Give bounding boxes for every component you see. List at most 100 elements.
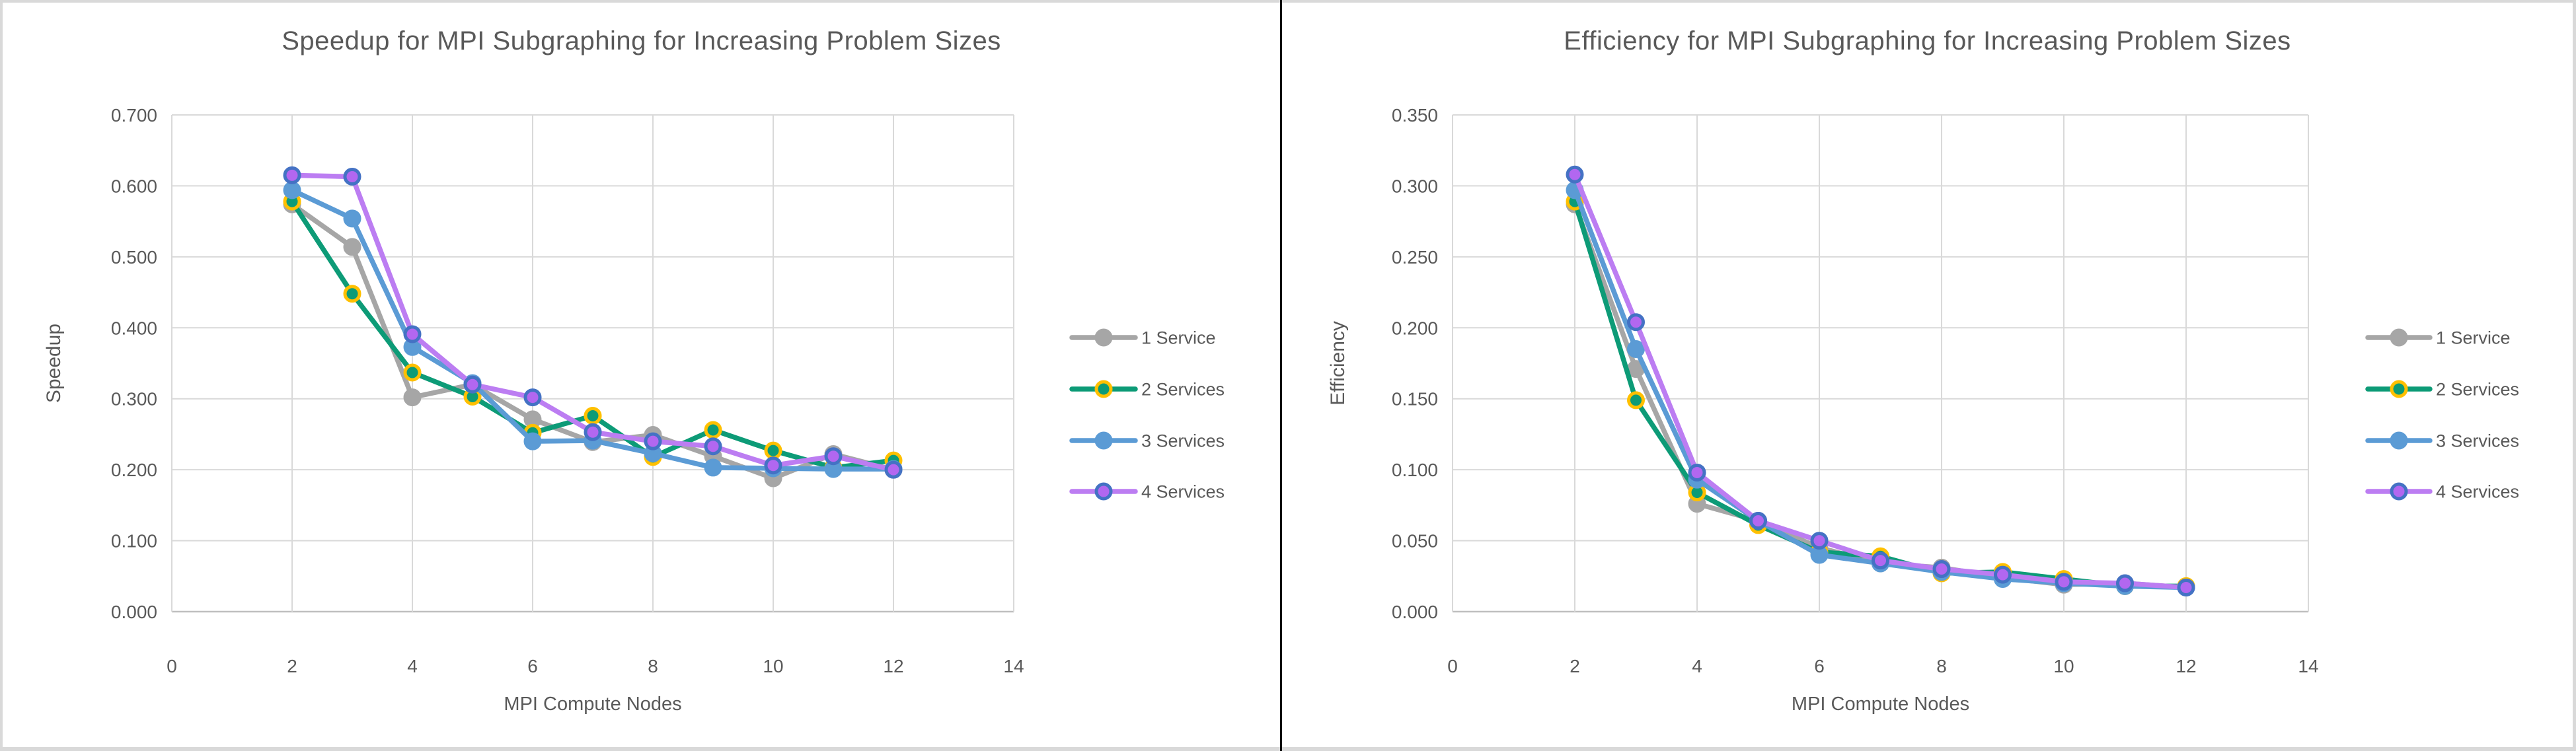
data-point-4-services [1566, 165, 1584, 184]
x-tick-label: 14 [1003, 656, 1024, 676]
data-point-3-services [523, 432, 542, 450]
data-point-3-services [343, 209, 361, 228]
data-point-4-services [704, 437, 722, 456]
data-point-4-services [1994, 565, 2012, 584]
y-tick-label: 0.700 [111, 105, 157, 125]
x-tick-label: 6 [527, 656, 538, 676]
x-tick-label: 2 [1570, 656, 1580, 676]
legend-label: 4 Services [2436, 482, 2519, 502]
legend-item-2-services: 2 Services [1069, 380, 1225, 400]
x-tick-label: 14 [2298, 656, 2318, 676]
legend-marker [2390, 431, 2408, 450]
legend-label: 3 Services [1141, 431, 1225, 451]
frame-strip-right [2573, 0, 2576, 751]
data-point-2-services [704, 421, 722, 439]
efficiency-plot-area: 0.000 0.050 0.100 0.150 0.200 0.250 0.300 0.350… [1392, 105, 2519, 676]
series-line-4-services [1572, 172, 2189, 590]
legend-item-4-services: 4 Services [1069, 482, 1225, 502]
data-point-2-services [764, 441, 782, 460]
y-tick-label: 0.050 [1392, 531, 1438, 552]
x-tick-label: 10 [2053, 656, 2074, 676]
data-point-4-services [283, 166, 301, 184]
x-tick-label: 0 [1447, 656, 1458, 676]
data-point-3-services [704, 458, 722, 477]
frame-strip-left [0, 0, 3, 751]
frame-strip-top [0, 0, 2576, 3]
data-point-4-services [644, 432, 662, 450]
data-point-4-services [764, 456, 782, 475]
x-tick-label: 0 [167, 656, 177, 676]
legend-label: 3 Services [2436, 431, 2519, 451]
y-tick-label: 0.150 [1392, 389, 1438, 410]
data-point-4-services [403, 325, 422, 343]
x-tick-label: 6 [1814, 656, 1825, 676]
legend-marker [2390, 482, 2408, 501]
legend-item-2-services: 2 Services [2365, 380, 2519, 400]
y-tick-label: 0.100 [111, 531, 157, 552]
y-tick-label: 0.300 [111, 389, 157, 410]
data-point-4-services [1810, 532, 1829, 550]
data-point-4-services [2116, 574, 2134, 592]
panel-divider [1280, 0, 1282, 751]
x-tick-label: 2 [287, 656, 297, 676]
data-point-1-service [403, 388, 422, 407]
data-point-4-services [1749, 511, 1767, 530]
data-point-4-services [463, 375, 482, 394]
y-tick-label: 0.300 [1392, 176, 1438, 196]
data-point-4-services [2055, 573, 2073, 591]
x-tick-label: 8 [1936, 656, 1947, 676]
data-point-4-services [584, 423, 602, 441]
legend-label: 2 Services [1141, 380, 1225, 400]
y-tick-label: 0.600 [111, 176, 157, 196]
legend-label: 1 Service [1141, 328, 1216, 348]
data-point-4-services [343, 167, 361, 186]
data-point-1-service [343, 238, 361, 256]
legend-item-4-services: 4 Services [2365, 482, 2519, 502]
y-tick-label: 0.200 [1392, 318, 1438, 338]
data-point-4-services [1872, 552, 1889, 570]
legend-label: 2 Services [2436, 380, 2519, 400]
y-tick-label: 0.000 [111, 602, 157, 622]
frame-strip-bottom [0, 747, 2576, 751]
data-point-3-services [283, 181, 301, 199]
legend-marker [1094, 380, 1113, 398]
speedup-chart-panel: Speedup for MPI Subgraphing for Increasi… [3, 0, 1280, 751]
data-point-2-services [1627, 391, 1645, 410]
x-tick-label: 10 [763, 656, 783, 676]
y-tick-label: 0.250 [1392, 247, 1438, 268]
legend-marker [1094, 482, 1113, 501]
y-tick-label: 0.500 [111, 247, 157, 268]
legend-marker [1094, 431, 1113, 450]
efficiency-chart-panel: Efficiency for MPI Subgraphing for Incre… [1282, 0, 2573, 751]
data-point-2-services [343, 285, 361, 303]
x-tick-label: 12 [883, 656, 903, 676]
data-point-4-services [1688, 463, 1706, 482]
data-point-4-services [824, 447, 843, 466]
data-point-2-services [584, 406, 602, 425]
speedup-chart-title: Speedup for MPI Subgraphing for Increasi… [282, 26, 1001, 55]
data-point-4-services [1627, 313, 1645, 332]
y-tick-label: 0.350 [1392, 105, 1438, 125]
series-line-3-services [1572, 188, 2189, 590]
legend-item-3-services: 3 Services [2365, 431, 2519, 451]
legend-label: 1 Service [2436, 328, 2511, 348]
y-tick-label: 0.100 [1392, 460, 1438, 480]
y-tick-label: 0.200 [111, 460, 157, 480]
legend-item-1-service: 1 Service [2365, 328, 2511, 348]
data-point-4-services [2177, 578, 2195, 596]
x-tick-label: 8 [648, 656, 658, 676]
x-tick-label: 12 [2176, 656, 2196, 676]
x-tick-label: 4 [407, 656, 418, 676]
legend-marker [2390, 328, 2408, 347]
speedup-plot-area: 0.000 0.100 0.200 0.300 0.400 0.500 0.600 0.700… [111, 105, 1225, 676]
data-point-2-services [403, 363, 422, 382]
y-tick-label: 0.000 [1392, 602, 1438, 622]
data-point-3-services [1627, 340, 1645, 359]
data-point-4-services [884, 460, 903, 479]
speedup-x-axis-title: MPI Compute Nodes [504, 694, 682, 715]
legend-label: 4 Services [1141, 482, 1225, 502]
legend-item-1-service: 1 Service [1069, 328, 1216, 348]
legend-marker [2390, 380, 2408, 398]
efficiency-chart-title: Efficiency for MPI Subgraphing for Incre… [1564, 26, 2291, 55]
legend-marker [1094, 328, 1113, 347]
